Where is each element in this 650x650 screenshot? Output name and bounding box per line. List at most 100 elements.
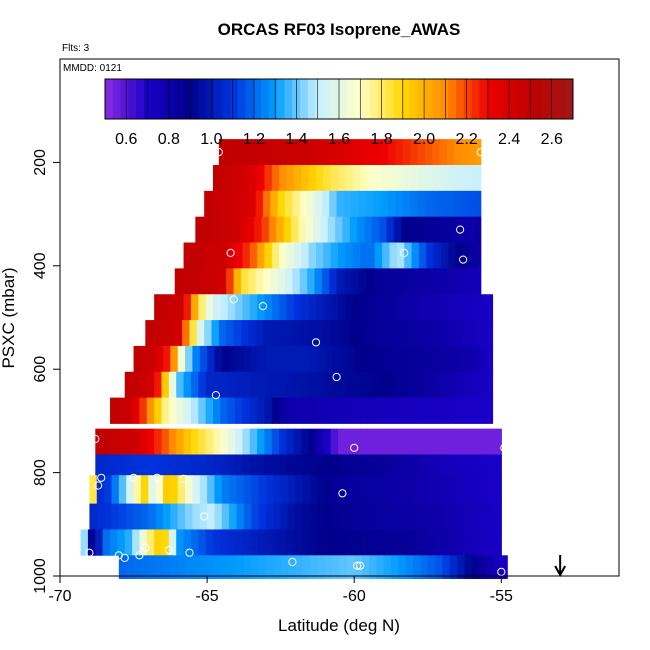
heatmap-cell: [102, 428, 111, 455]
heatmap-cell: [308, 371, 317, 399]
heatmap-cell: [148, 475, 157, 505]
heatmap-cell: [199, 345, 208, 373]
heatmap-cell: [351, 320, 360, 347]
heatmap-cell: [293, 164, 302, 192]
heatmap-cell: [248, 139, 257, 166]
heatmap-cell: [299, 139, 308, 166]
heatmap-cell: [441, 371, 449, 399]
heatmap-cell: [360, 371, 369, 399]
heatmap-cell: [329, 139, 338, 166]
heatmap-cell: [176, 428, 185, 455]
heatmap-cell: [345, 397, 354, 424]
heatmap-cell: [305, 216, 314, 243]
heatmap-cell: [258, 503, 267, 530]
heatmap-cell: [258, 345, 267, 373]
colorbar-tick-label: 1.2: [243, 131, 265, 148]
heatmap-cell: [449, 475, 458, 505]
heatmap-cell: [352, 242, 361, 269]
heatmap-cell: [317, 503, 326, 530]
heatmap-cell: [398, 555, 407, 579]
heatmap-cell: [221, 503, 230, 530]
heatmap-cell: [332, 345, 341, 373]
heatmap-cell: [420, 503, 429, 530]
heatmap-cell: [302, 345, 311, 373]
heatmap-cell: [293, 397, 302, 424]
heatmap-cell: [212, 371, 221, 399]
heatmap-cell: [212, 242, 221, 269]
heatmap-cell: [388, 320, 396, 347]
heatmap-cell: [435, 503, 444, 530]
heatmap-cell: [301, 428, 310, 455]
heatmap-cell: [133, 345, 142, 373]
heatmap-cell: [499, 529, 502, 556]
heatmap-cell: [358, 190, 367, 218]
sample-point: [135, 551, 144, 560]
y-tick-label: 1000: [32, 558, 49, 594]
heatmap-cell: [176, 529, 185, 556]
heatmap-cell: [457, 503, 466, 530]
heatmap-cell: [288, 503, 296, 530]
heatmap-cell: [485, 294, 494, 321]
heatmap-cell: [235, 242, 244, 269]
colorbar-segment: [502, 79, 512, 119]
heatmap-cell: [441, 164, 449, 192]
heatmap-cell: [263, 320, 271, 347]
heatmap-cell: [227, 397, 236, 424]
heatmap-cell: [292, 320, 301, 347]
heatmap-cell: [463, 294, 472, 321]
heatmap-cell: [268, 216, 277, 243]
heatmap-cell: [242, 529, 251, 556]
heatmap-cell: [352, 294, 361, 321]
heatmap-cell: [185, 555, 193, 579]
heatmap-cell: [432, 139, 441, 166]
heatmap-cell: [424, 190, 433, 218]
heatmap-cell: [227, 164, 236, 192]
heatmap-cell: [411, 397, 420, 424]
colorbar-tick-label: 1.4: [285, 131, 307, 148]
heatmap-cell: [388, 268, 396, 295]
heatmap-cell: [133, 503, 142, 530]
heatmap-cell: [242, 242, 251, 269]
heatmap-cell: [310, 475, 319, 505]
colorbar-segment: [534, 79, 543, 119]
heatmap-cell: [160, 320, 168, 347]
heatmap-cell: [395, 268, 404, 295]
heatmap-cell: [285, 190, 294, 218]
heatmap-cell: [339, 555, 348, 579]
heatmap-cell: [236, 503, 245, 530]
heatmap-cell: [343, 268, 352, 295]
heatmap-cell: [214, 345, 223, 373]
heatmap-cell: [471, 475, 480, 505]
heatmap-cell: [183, 397, 192, 424]
heatmap-cell: [212, 529, 221, 556]
heatmap-cell: [454, 139, 463, 166]
heatmap-cell: [479, 503, 488, 530]
heatmap-cell: [292, 268, 301, 295]
heatmap-cell: [426, 294, 435, 321]
heatmap-cell: [279, 529, 288, 556]
heatmap-cell: [195, 216, 204, 243]
heatmap-cell: [464, 345, 473, 373]
x-tick-label: -60: [343, 588, 366, 605]
heatmap-cell: [217, 216, 226, 243]
heatmap-cell: [404, 371, 413, 399]
heatmap-cell: [360, 454, 369, 476]
heatmap-cell: [293, 454, 302, 476]
heatmap-cell: [295, 555, 304, 579]
heatmap-cell: [448, 529, 457, 556]
heatmap-cell: [389, 428, 398, 455]
heatmap-cell: [405, 345, 414, 373]
heatmap-cell: [299, 268, 308, 295]
heatmap-cell: [293, 371, 302, 399]
heatmap-cell: [264, 454, 273, 476]
heatmap-cell: [255, 268, 264, 295]
heatmap-cell: [382, 242, 391, 269]
heatmap-cell: [314, 190, 323, 218]
heatmap-cell: [395, 139, 404, 166]
heatmap-cell: [374, 397, 383, 424]
heatmap-cell: [404, 242, 413, 269]
heatmap-cell: [161, 529, 170, 556]
sample-point: [476, 148, 485, 157]
sample-point: [211, 391, 220, 400]
heatmap-cell: [461, 190, 470, 218]
